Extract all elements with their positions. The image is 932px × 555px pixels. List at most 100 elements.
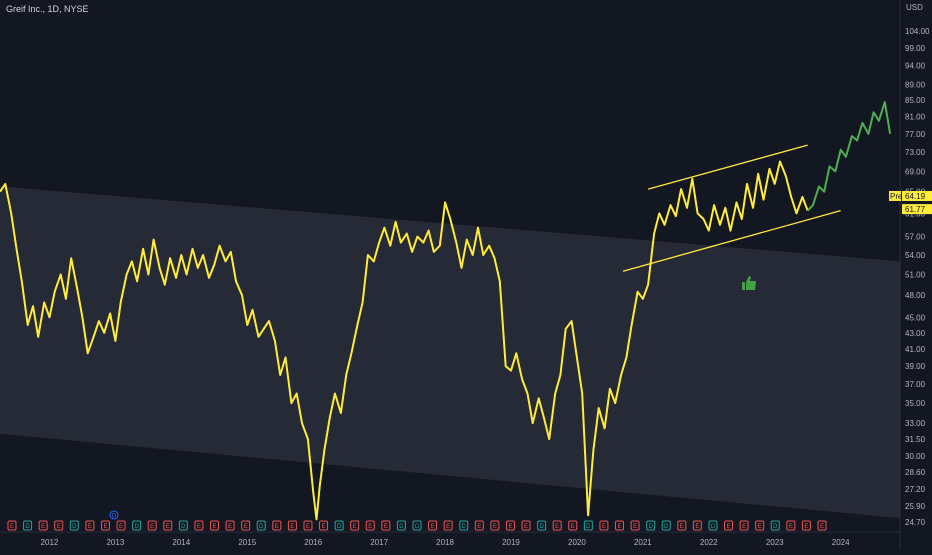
y-tick-label: 85.00 (905, 96, 926, 105)
y-tick-label: 69.00 (905, 167, 926, 176)
x-tick-label: 2013 (106, 538, 124, 547)
event-marker (677, 520, 687, 531)
event-marker (615, 520, 624, 531)
x-tick-label: 2020 (568, 538, 586, 547)
event-marker (630, 520, 640, 531)
event-marker-label: E (368, 524, 372, 530)
y-tick-label: 25.90 (905, 502, 926, 511)
event-marker (770, 520, 780, 531)
event-marker-label: D (462, 524, 467, 530)
y-tick-label: 31.50 (905, 435, 926, 444)
price-series-line (806, 101, 892, 212)
event-marker (303, 520, 313, 531)
chart-title: Greif Inc., 1D, NYSE (6, 4, 89, 14)
event-marker-label: E (555, 524, 559, 530)
event-marker (287, 520, 297, 531)
event-marker (365, 520, 375, 531)
event-marker-label: E (477, 524, 481, 530)
event-marker-label: E (322, 524, 326, 530)
current-price-label: 64.19 (905, 192, 926, 201)
event-marker (755, 520, 765, 531)
event-marker (334, 520, 344, 531)
y-tick-label: 104.00 (905, 27, 930, 36)
event-marker (256, 520, 266, 531)
event-marker-label: E (758, 524, 762, 530)
y-tick-label: 54.00 (905, 251, 926, 260)
event-marker-label: E (820, 524, 824, 530)
y-tick-label: 73.00 (905, 148, 926, 157)
event-marker-label: E (88, 524, 92, 530)
event-marker (801, 520, 811, 531)
event-marker (7, 520, 17, 531)
event-marker-label: D (664, 524, 669, 530)
event-marker (225, 520, 235, 531)
event-marker (132, 520, 142, 531)
event-marker-label: E (119, 524, 123, 530)
y-tick-label: 41.00 (905, 345, 926, 354)
event-marker-label: D (773, 524, 778, 530)
event-marker (412, 520, 422, 531)
event-marker-label: D (415, 524, 420, 530)
trend-line (622, 209, 841, 272)
event-marker-label: E (446, 524, 450, 530)
y-tick-label: 45.00 (905, 313, 926, 322)
price-series-line (0, 160, 809, 521)
y-tick-label: 43.00 (905, 329, 926, 338)
event-marker (786, 520, 796, 531)
y-tick-label: 81.00 (905, 113, 926, 122)
event-marker-label: D (586, 524, 591, 530)
event-marker-label: E (789, 524, 793, 530)
y-tick-label: 51.00 (905, 271, 926, 280)
event-marker (163, 520, 173, 531)
event-marker-label: D (25, 524, 30, 530)
event-marker-label: E (166, 524, 170, 530)
event-marker-label: E (103, 524, 107, 530)
event-marker (599, 520, 609, 531)
event-marker-label: E (508, 524, 512, 530)
event-marker-label: D (539, 524, 544, 530)
event-marker (443, 520, 453, 531)
y-tick-label: 48.00 (905, 291, 926, 300)
event-marker-label: E (41, 524, 45, 530)
event-marker (100, 520, 110, 531)
event-marker (739, 520, 749, 531)
currency-label: USD (906, 3, 923, 12)
event-marker (661, 520, 671, 531)
trend-line (647, 144, 808, 190)
event-marker-label: E (228, 524, 232, 530)
event-marker (692, 520, 702, 531)
event-marker-label: E (804, 524, 808, 530)
x-tick-label: 2016 (304, 538, 322, 547)
y-tick-label: 33.00 (905, 419, 926, 428)
event-marker-label: E (306, 524, 310, 530)
dividend-circle-marker (109, 510, 119, 520)
y-tick-label: 57.00 (905, 233, 926, 242)
event-marker-label: D (399, 524, 404, 530)
event-marker (552, 520, 562, 531)
y-tick-label: 28.60 (905, 468, 926, 477)
y-tick-label: 37.00 (905, 380, 926, 389)
y-tick-label: 35.00 (905, 399, 926, 408)
event-marker-label: D (648, 524, 653, 530)
y-tick-label: 30.00 (905, 452, 926, 461)
event-marker (817, 520, 827, 531)
x-tick-label: 2023 (766, 538, 784, 547)
event-marker (490, 520, 500, 531)
event-marker (69, 520, 79, 531)
event-marker-label: E (197, 524, 201, 530)
y-tick-label: 77.00 (905, 130, 926, 139)
event-marker-label: E (353, 524, 357, 530)
event-marker (147, 520, 157, 531)
thumbs-up-icon (746, 276, 756, 290)
event-marker (350, 520, 360, 531)
x-tick-label: 2015 (238, 538, 256, 547)
y-tick-label: 94.00 (905, 62, 926, 71)
event-marker (583, 520, 593, 531)
event-marker-label: E (290, 524, 294, 530)
event-marker-label: D (711, 524, 716, 530)
x-tick-label: 2021 (634, 538, 652, 547)
event-marker (38, 520, 48, 531)
x-tick-label: 2022 (700, 538, 718, 547)
